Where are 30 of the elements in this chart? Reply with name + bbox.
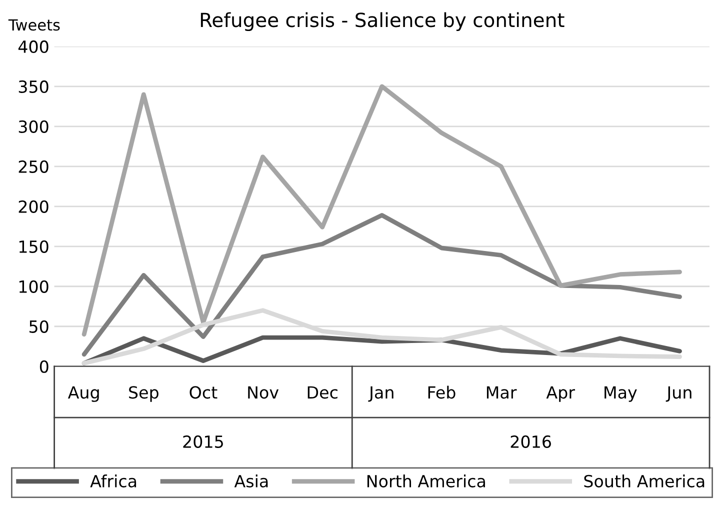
x-tick-label: Sep (129, 386, 158, 402)
line-series (82, 84, 682, 337)
x-tick-label: Nov (248, 386, 279, 399)
x-tick-label: Feb (428, 386, 456, 399)
legend-label: North America (367, 474, 485, 488)
x-tick-label: Apr (546, 386, 576, 402)
line-series (82, 212, 682, 357)
y-tick-label: 250 (18, 160, 48, 173)
legend-label: Africa (90, 474, 136, 488)
y-tick-label: 200 (18, 200, 48, 213)
y-tick-label: 50 (30, 320, 48, 333)
y-tick-label: 300 (18, 120, 48, 133)
x-tick-label: May (604, 386, 637, 402)
y-tick-label: 400 (18, 40, 48, 54)
y-axis-title: Tweets (8, 19, 60, 31)
y-tick-label: 150 (19, 240, 48, 253)
legend-label: Asia (234, 474, 268, 488)
y-tick-label: 100 (19, 280, 48, 293)
x-tick-label: Aug (68, 386, 99, 402)
chart-title: Refugee crisis - Salience by continent (200, 12, 564, 32)
y-tick-label: 350 (18, 80, 48, 93)
x-tick-label: Oct (190, 386, 218, 399)
y-tick-label: 0 (40, 360, 48, 373)
text: 2016 (510, 435, 551, 448)
text: 2015 (183, 435, 223, 448)
x-tick-label: Jun (666, 386, 692, 402)
x-tick-label: Mar (486, 386, 517, 399)
x-tick-label: Jan (368, 386, 394, 402)
legend-label: South America (584, 474, 704, 488)
x-tick-label: Dec (308, 386, 338, 399)
